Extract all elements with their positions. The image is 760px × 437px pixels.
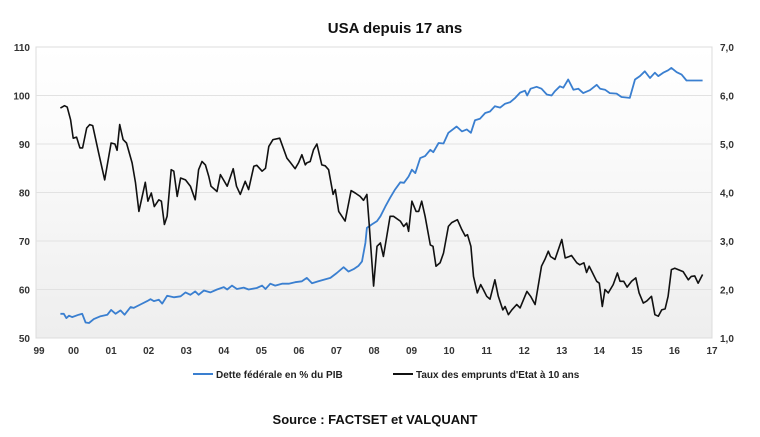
left-tick-label: 60: [19, 286, 31, 297]
x-tick-label: 02: [143, 346, 155, 357]
x-axis-ticks: 99 00 01 02 03 04 05 06 07 08 09 10 11 12 13 14 15 16 17: [33, 346, 718, 357]
debt-series-line: [60, 67, 703, 324]
right-axis-ticks: 1,0 2,0 3,0 4,0 5,0 6,0 7,0: [720, 43, 734, 345]
x-tick-label: 01: [106, 346, 118, 357]
left-tick-label: 110: [14, 43, 31, 54]
chart-title: USA depuis 17 ans: [328, 20, 463, 37]
right-tick-label: 1,0: [720, 334, 734, 345]
x-tick-label: 00: [68, 346, 80, 357]
x-tick-label: 14: [594, 346, 606, 357]
left-tick-label: 70: [19, 237, 31, 248]
x-tick-label: 07: [331, 346, 343, 357]
rate-series-line: [59, 104, 704, 317]
right-tick-label: 5,0: [720, 140, 734, 151]
x-tick-label: 13: [556, 346, 568, 357]
left-tick-label: 100: [13, 92, 30, 103]
legend: Dette fédérale en % du PIB Taux des empr…: [193, 370, 580, 381]
right-tick-label: 6,0: [720, 92, 734, 103]
x-tick-label: 17: [706, 346, 718, 357]
right-tick-label: 2,0: [720, 286, 734, 297]
right-tick-label: 3,0: [720, 237, 734, 248]
x-tick-label: 10: [444, 346, 456, 357]
legend-label-debt: Dette fédérale en % du PIB: [216, 370, 343, 381]
x-tick-label: 09: [406, 346, 418, 357]
left-tick-label: 50: [19, 334, 31, 345]
x-tick-label: 12: [519, 346, 531, 357]
legend-label-rate: Taux des emprunts d'Etat à 10 ans: [416, 370, 580, 381]
x-tick-label: 99: [33, 346, 45, 357]
right-tick-label: 7,0: [720, 43, 734, 54]
series-lines: [59, 67, 704, 324]
x-tick-label: 05: [256, 346, 268, 357]
left-tick-label: 80: [19, 189, 31, 200]
x-tick-label: 11: [481, 346, 492, 357]
left-tick-label: 90: [19, 140, 31, 151]
x-tick-label: 06: [293, 346, 305, 357]
source-note: Source : FACTSET et VALQUANT: [273, 412, 478, 427]
left-axis-ticks: 50 60 70 80 90 100 110: [13, 43, 30, 345]
right-tick-label: 4,0: [720, 189, 734, 200]
x-tick-label: 15: [631, 346, 643, 357]
x-tick-label: 03: [181, 346, 193, 357]
x-tick-label: 04: [218, 346, 230, 357]
x-tick-label: 08: [368, 346, 380, 357]
x-tick-label: 16: [669, 346, 681, 357]
